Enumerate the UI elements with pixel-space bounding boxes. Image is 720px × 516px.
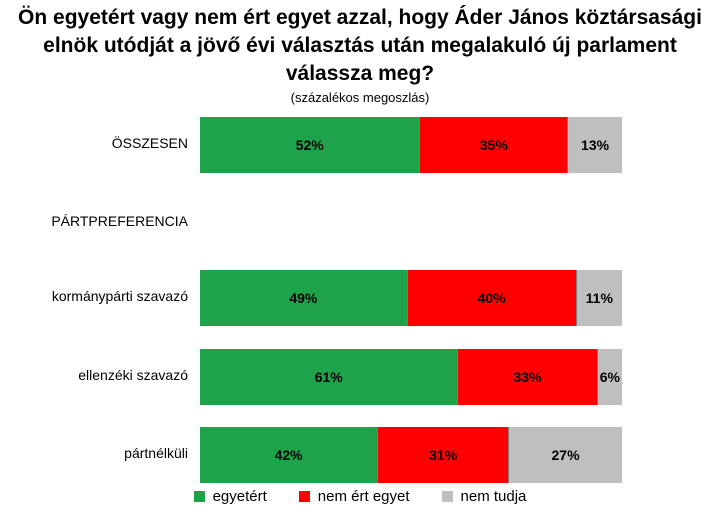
- legend-swatch-egyetert: [193, 491, 205, 502]
- legend-label-nem-ert-egyet: nem ért egyet: [317, 488, 410, 505]
- data-label: 33%: [513, 369, 542, 385]
- data-label: 11%: [585, 290, 613, 306]
- data-label: 13%: [581, 137, 610, 153]
- legend-swatch-nem-tudja: [441, 491, 453, 502]
- row-label-osszesen: ÖSSZESEN: [111, 135, 188, 151]
- legend: egyetért nem ért egyet nem tudja: [0, 488, 720, 505]
- row-label-partnelkuli: pártnélküli: [124, 445, 188, 461]
- legend-item-egyetert: egyetért: [193, 488, 267, 505]
- row-label-ellenzeki-szavazo: ellenzéki szavazó: [78, 367, 188, 383]
- bar-kormanyparti-szavazo-nem-tudja: 11%: [575, 270, 622, 326]
- data-label: 31%: [429, 447, 458, 463]
- bar-row-osszesen: 52% 35% 13%: [200, 117, 622, 173]
- row-label-partpreferencia: PÁRTPREFERENCIA: [51, 213, 188, 229]
- bar-kormanyparti-szavazo-egyetert: 49%: [200, 270, 407, 326]
- bar-row-partnelkuli: 42% 31% 27%: [200, 427, 622, 483]
- bar-ellenzeki-szavazo-nem-ert-egyet: 33%: [457, 349, 597, 405]
- row-label-kormanyparti-szavazo: kormánypárti szavazó: [51, 288, 188, 304]
- data-label: 52%: [295, 137, 324, 153]
- bar-kormanyparti-szavazo-nem-ert-egyet: 40%: [406, 270, 576, 326]
- chart-title: Ön egyetért vagy nem ért egyet azzal, ho…: [0, 4, 720, 88]
- data-label: 49%: [289, 290, 318, 306]
- data-label: 40%: [477, 290, 506, 306]
- bar-row-kormanyparti-szavazo: 49% 40% 11%: [200, 270, 622, 326]
- chart-subtitle: (százalékos megoszlás): [290, 90, 430, 105]
- bar-row-ellenzeki-szavazo: 61% 33% 6%: [200, 349, 622, 405]
- title-line-1: Ön egyetért vagy nem ért egyet azzal, ho…: [18, 6, 702, 29]
- bar-partnelkuli-egyetert: 42%: [200, 427, 378, 483]
- bar-partnelkuli-nem-tudja: 27%: [508, 427, 622, 483]
- bar-osszesen-egyetert: 52%: [200, 117, 420, 173]
- data-label: 35%: [479, 137, 508, 153]
- bar-ellenzeki-szavazo-nem-tudja: 6%: [596, 349, 622, 405]
- title-line-2: elnök utódját a jövő évi választás után …: [43, 34, 677, 57]
- legend-item-nem-ert-egyet: nem ért egyet: [298, 488, 410, 505]
- legend-swatch-nem-ert-egyet: [298, 491, 310, 502]
- data-label: 6%: [599, 369, 620, 385]
- bar-partnelkuli-nem-ert-egyet: 31%: [377, 427, 509, 483]
- data-label: 61%: [314, 369, 343, 385]
- legend-label-nem-tudja: nem tudja: [460, 488, 527, 505]
- bar-ellenzeki-szavazo-egyetert: 61%: [200, 349, 458, 405]
- bar-osszesen-nem-tudja: 13%: [567, 117, 622, 173]
- bar-osszesen-nem-ert-egyet: 35%: [419, 117, 568, 173]
- title-line-3: válassza meg?: [285, 62, 435, 85]
- legend-item-nem-tudja: nem tudja: [441, 488, 527, 505]
- data-label: 42%: [274, 447, 303, 463]
- legend-label-egyetert: egyetért: [212, 488, 267, 505]
- data-label: 27%: [551, 447, 580, 463]
